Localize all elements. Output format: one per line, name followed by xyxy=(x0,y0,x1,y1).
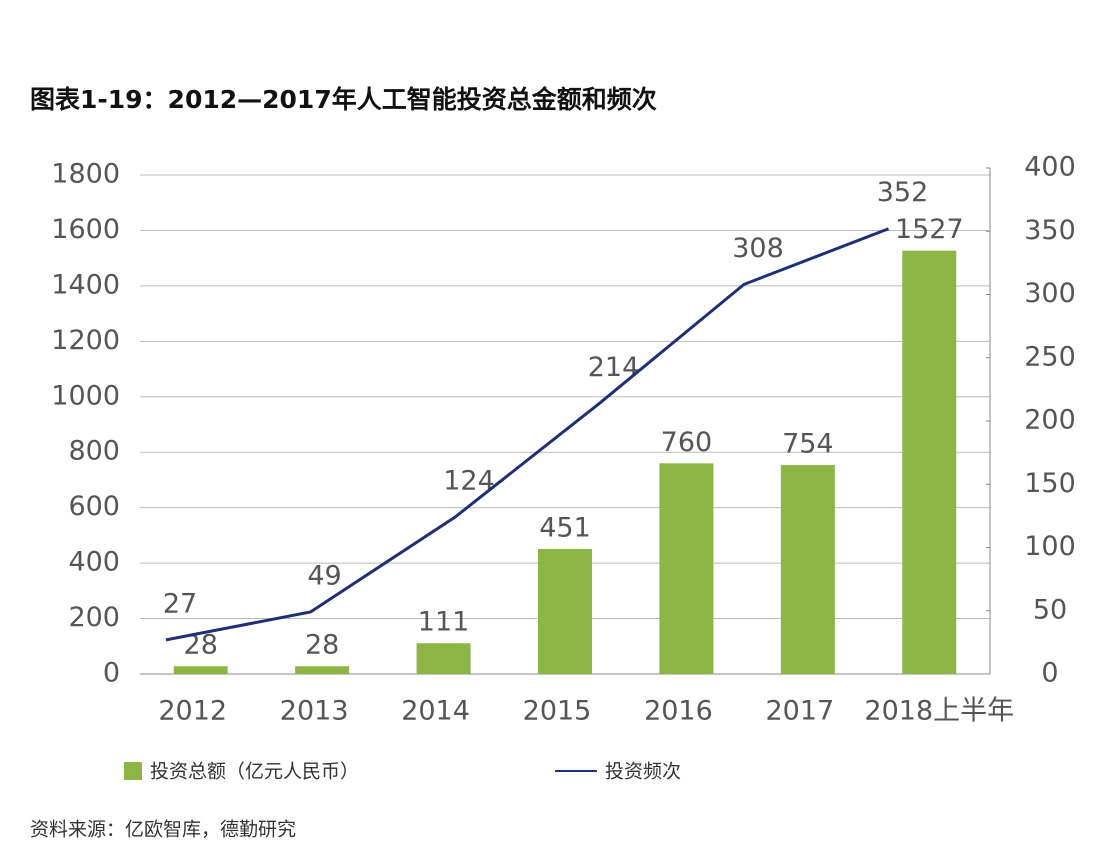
source: 资料来源：亿欧智库，德勤研究 xyxy=(30,819,296,841)
bar xyxy=(780,464,835,674)
data-label: 111 xyxy=(418,607,470,638)
x-tick-label: 2015 xyxy=(523,696,592,727)
y2-tick-label: 0 xyxy=(1041,658,1058,689)
x-tick-label: 2016 xyxy=(644,696,713,727)
data-label: 451 xyxy=(539,512,591,543)
y-tick-label: 400 xyxy=(68,547,120,578)
x-tick-label: 2014 xyxy=(401,696,470,727)
x-tick-label: 2012 xyxy=(158,696,227,727)
y2-tick-label: 100 xyxy=(1024,531,1076,562)
y2-tick-label: 250 xyxy=(1024,341,1076,372)
y-tick-label: 0 xyxy=(103,658,120,689)
y-tick-label: 600 xyxy=(68,491,120,522)
y2-tick-label: 150 xyxy=(1024,468,1076,499)
y-tick-label: 1000 xyxy=(51,380,120,411)
data-label: 28 xyxy=(305,630,339,661)
bar xyxy=(295,666,350,674)
y2-tick-label: 400 xyxy=(1024,152,1076,183)
legend-label: 投资频次 xyxy=(605,761,681,783)
y-tick-label: 800 xyxy=(68,436,120,467)
y-tick-label: 1600 xyxy=(51,214,120,245)
y-tick-label: 1200 xyxy=(51,325,120,356)
legend-swatch xyxy=(124,762,142,780)
x-tick-label: 2013 xyxy=(280,696,349,727)
data-label: 308 xyxy=(732,233,784,264)
bar xyxy=(173,666,228,674)
x-tick-label: 2017 xyxy=(765,696,834,727)
bar xyxy=(659,463,714,674)
y2-tick-label: 300 xyxy=(1024,278,1076,309)
data-label: 754 xyxy=(782,428,834,459)
data-label: 27 xyxy=(163,588,197,619)
y2-tick-label: 50 xyxy=(1033,594,1067,625)
data-label: 1527 xyxy=(895,214,964,245)
data-label: 760 xyxy=(661,427,713,458)
x-tick-label: 2018上半年 xyxy=(864,696,1014,727)
y-tick-label: 1400 xyxy=(51,269,120,300)
y2-tick-label: 350 xyxy=(1024,215,1076,246)
y2-tick-label: 200 xyxy=(1024,405,1076,436)
bar xyxy=(416,643,471,674)
line xyxy=(165,227,890,642)
y-tick-label: 200 xyxy=(68,602,120,633)
legend-label: 投资总额（亿元人民币） xyxy=(150,761,359,783)
data-label: 352 xyxy=(877,177,929,208)
y-tick-label: 1800 xyxy=(51,159,120,190)
chart-title: 图表1-19：2012—2017年人工智能投资总金额和频次 xyxy=(30,85,657,114)
bar xyxy=(902,250,957,674)
bar xyxy=(538,548,592,674)
data-label: 49 xyxy=(307,561,341,592)
